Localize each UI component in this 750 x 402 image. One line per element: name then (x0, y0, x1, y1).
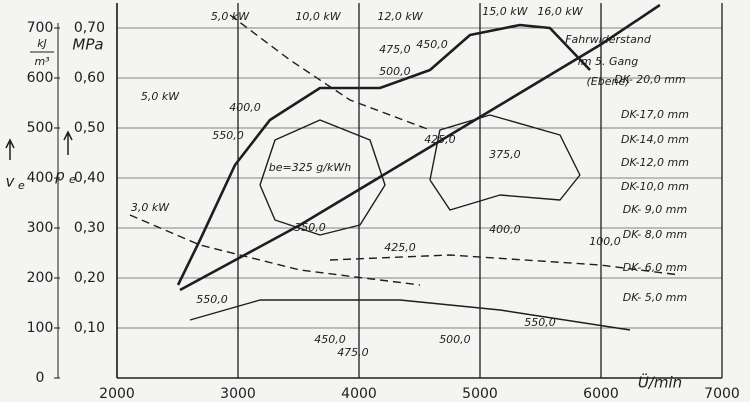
y2-tick-label: 500 (27, 120, 54, 136)
annotation: Fahrwiderstand (565, 33, 652, 46)
x-tick-label: 5000 (462, 386, 498, 402)
annotation: 5,0 kW (141, 90, 180, 103)
annotation: 425,0 (424, 133, 456, 146)
annotation: 425,0 (384, 241, 416, 254)
annotation: DK- 8,0 mm (623, 228, 687, 241)
contour-line (176, 23, 591, 286)
annotation: DK-14,0 mm (621, 133, 689, 146)
y2-tick-label: 0 (36, 370, 45, 386)
y2-tick-label: 600 (27, 70, 54, 86)
annotation: 550,0 (196, 293, 228, 306)
arrow (63, 130, 73, 155)
annotation: 550,0 (524, 316, 556, 329)
contour-line (429, 114, 581, 211)
x-axis-label: Ü/min (638, 373, 682, 392)
y-tick-label: 0,60 (74, 70, 105, 86)
annotation: 500,0 (439, 333, 471, 346)
annotation: im 5. Gang (578, 55, 638, 68)
x-tick-label: 4000 (341, 386, 377, 402)
x-tick-label: 7000 (704, 386, 740, 402)
annotation: 15,0 kW (482, 5, 528, 18)
y2-unit-num: kJ (37, 37, 47, 50)
annotation: DK- 20,0 mm (614, 73, 685, 86)
annotation: 475,0 (379, 43, 411, 56)
annotation: 550,0 (212, 129, 244, 142)
y-tick-label: 0,40 (74, 170, 105, 186)
annotation: 450,0 (416, 38, 448, 51)
annotation: (Ebene) (587, 75, 630, 88)
y-tick-label: 0,10 (74, 320, 105, 336)
x-tick-label: 6000 (583, 386, 619, 402)
x-tick-label: 3000 (220, 386, 256, 402)
y2-tick-label: 300 (27, 220, 54, 236)
contour-line (229, 14, 431, 131)
annotation: 400,0 (489, 223, 521, 236)
y-tick-label: 0,50 (74, 120, 105, 136)
y-axis-label-sub: e (69, 173, 76, 186)
annotation: DK- 5,0 mm (623, 291, 687, 304)
y-axis-label: p (54, 167, 65, 185)
annotation: 450,0 (314, 333, 346, 346)
annotation: 16,0 kW (537, 5, 583, 18)
y2-unit-den: m³ (34, 55, 50, 68)
annotation: 100,0 (589, 235, 621, 248)
annotation: 3,0 kW (131, 201, 170, 214)
annotation: 500,0 (379, 65, 411, 78)
y2-axis-label-sub: e (18, 179, 25, 192)
annotation: 350,0 (294, 221, 326, 234)
annotation: 5,0 kW (211, 10, 250, 23)
contour-line (329, 254, 681, 276)
y2-tick-label: 700 (27, 20, 54, 36)
annotation: 10,0 kW (295, 10, 341, 23)
contour-line (189, 299, 631, 331)
arrow (5, 138, 15, 160)
annotation: be=325 g/kWh (269, 161, 351, 174)
y-tick-label: 0,70 (74, 20, 105, 36)
annotation: DK-12,0 mm (621, 156, 689, 169)
annotation: DK-17,0 mm (621, 108, 689, 121)
y2-tick-label: 400 (27, 170, 54, 186)
y-tick-label: 0,20 (74, 270, 105, 286)
y2-tick-label: 100 (27, 320, 54, 336)
annotation: DK-10,0 mm (621, 180, 689, 193)
x-tick-label: 2000 (99, 386, 135, 402)
contour-line (259, 119, 386, 236)
annotation: DK- 9,0 mm (623, 203, 687, 216)
annotation: DK- 6,0 mm (623, 261, 687, 274)
annotation: 12,0 kW (377, 10, 423, 23)
annotation: 375,0 (489, 148, 521, 161)
y2-axis-label: v (6, 173, 16, 191)
annotation: 400,0 (229, 101, 261, 114)
contour-line (129, 214, 421, 286)
y-tick-label: 0,30 (74, 220, 105, 236)
y-unit: MPa (72, 36, 103, 54)
contour-line (179, 3, 661, 292)
annotation: 475,0 (337, 346, 369, 359)
y2-tick-label: 200 (27, 270, 54, 286)
